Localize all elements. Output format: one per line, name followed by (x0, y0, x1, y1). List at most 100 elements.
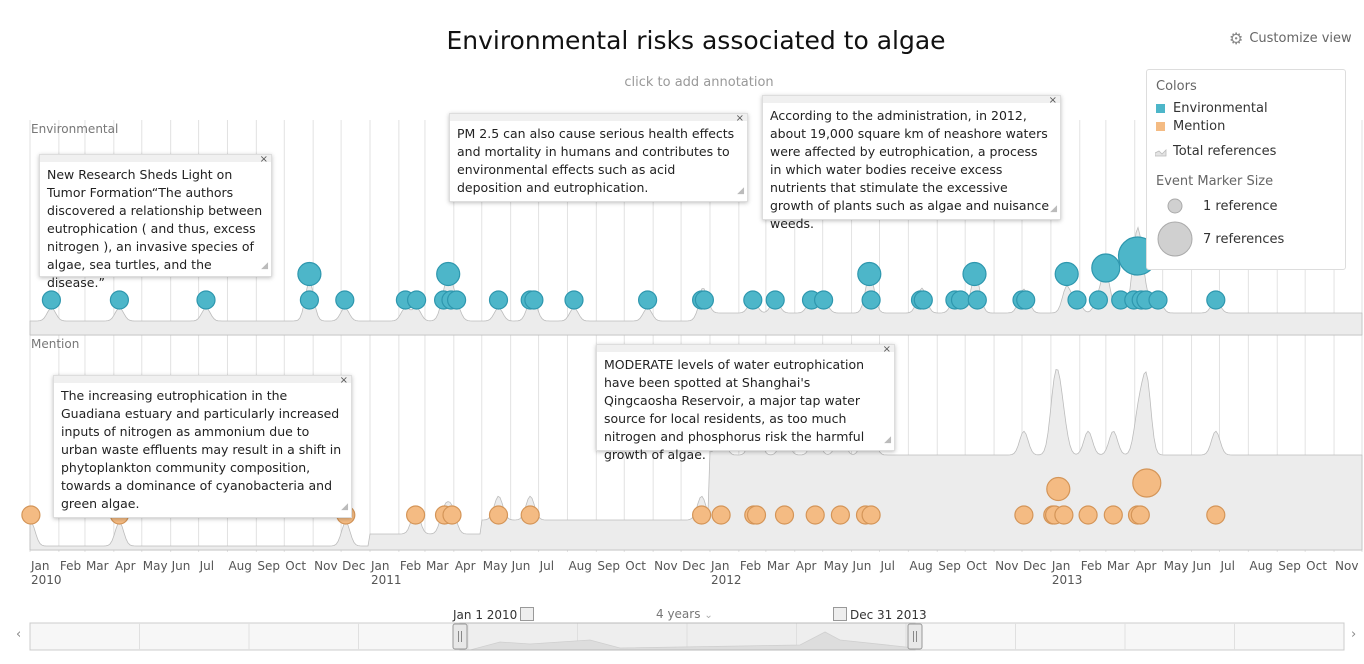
close-icon[interactable]: × (339, 375, 348, 386)
resize-grip-icon[interactable]: ◢ (737, 186, 744, 196)
year-tick-label: 2010 (31, 573, 62, 587)
event-marker-mention (1054, 505, 1074, 525)
event-marker-environmental (1206, 290, 1226, 310)
month-tick-label: Feb (400, 559, 421, 573)
annotation-pm25[interactable]: × PM 2.5 can also cause serious health e… (449, 113, 748, 202)
event-marker-mention (1130, 505, 1150, 525)
size-scale-icons (1157, 198, 1193, 257)
annotation-moderate[interactable]: × MODERATE levels of water eutrophicatio… (596, 344, 895, 462)
year-tick-label: 2012 (711, 573, 742, 587)
gear-icon: ⚙ (1229, 29, 1244, 48)
annotation-guadiana[interactable]: × The increasing eutrophication in the G… (53, 375, 352, 518)
month-tick-label: Jan (370, 559, 390, 573)
legend-label-environmental[interactable]: Environmental (1173, 101, 1268, 116)
range-start: Jan 1 2010 (453, 607, 537, 622)
event-marker-environmental (436, 261, 461, 287)
event-marker-environmental (967, 290, 987, 310)
calendar-icon[interactable] (833, 607, 847, 621)
month-tick-label: Feb (60, 559, 81, 573)
range-handle[interactable] (907, 623, 923, 650)
month-tick-label: Jul (539, 559, 554, 573)
legend: Colors Environmental Mention Total refer… (1146, 69, 1346, 270)
month-tick-label: Sep (938, 559, 961, 573)
event-marker-mention (746, 505, 767, 525)
event-marker-mention (1078, 505, 1098, 525)
month-tick-label: Apr (455, 559, 476, 573)
month-tick-label: Jan (710, 559, 730, 573)
close-icon[interactable]: × (1048, 95, 1057, 106)
event-marker-mention (488, 505, 509, 525)
month-tick-label: Oct (285, 559, 306, 573)
event-marker-environmental (109, 290, 130, 310)
range-span-select[interactable]: 4 years ⌄ (656, 607, 713, 621)
range-start-label: Jan 1 2010 (453, 608, 518, 622)
month-tick-label: Apr (1136, 559, 1157, 573)
chart-title: Environmental risks associated to algae (446, 26, 946, 55)
month-tick-label: Mar (426, 559, 449, 573)
month-tick-label: Sep (257, 559, 280, 573)
annotation-drag-bar[interactable] (763, 96, 1060, 103)
month-tick-label: Feb (740, 559, 761, 573)
lane-label-mention: Mention (31, 337, 79, 351)
annotation-drag-bar[interactable] (54, 376, 351, 383)
event-marker-environmental (564, 290, 584, 310)
area-icon (1155, 149, 1167, 157)
event-marker-environmental (637, 290, 658, 310)
calendar-icon[interactable] (520, 607, 535, 621)
event-marker-mention (805, 505, 825, 525)
event-marker-environmental (447, 290, 467, 310)
event-marker-environmental (488, 290, 509, 310)
annotation-administration[interactable]: × According to the administration, in 20… (762, 95, 1061, 231)
close-icon[interactable]: × (882, 344, 891, 355)
month-tick-label: Nov (654, 559, 677, 573)
annotation-text: MODERATE levels of water eutrophication … (604, 357, 865, 462)
month-tick-label: May (483, 559, 508, 573)
month-tick-label: Feb (1081, 559, 1102, 573)
event-marker-mention (774, 505, 795, 525)
annotation-tumor[interactable]: × New Research Sheds Light on Tumor Form… (39, 154, 272, 290)
legend-size-header: Event Marker Size (1156, 174, 1274, 189)
event-marker-mention (1103, 505, 1123, 525)
month-tick-label: May (824, 559, 849, 573)
month-tick-label: Mar (767, 559, 790, 573)
add-annotation-link[interactable]: click to add annotation (624, 75, 774, 90)
resize-grip-icon[interactable]: ◢ (261, 261, 268, 271)
legend-colors-header: Colors (1156, 79, 1197, 94)
scroll-left-icon[interactable]: ‹ (16, 627, 22, 642)
event-marker-environmental (1088, 290, 1109, 310)
close-icon[interactable]: × (735, 113, 744, 124)
month-tick-label: Sep (1278, 559, 1301, 573)
annotation-drag-bar[interactable] (40, 155, 271, 162)
close-icon[interactable]: × (259, 154, 268, 165)
legend-label-mention[interactable]: Mention (1173, 119, 1226, 134)
resize-grip-icon[interactable]: ◢ (341, 502, 348, 512)
scroll-right-icon[interactable]: › (1351, 627, 1357, 642)
month-tick-label: Jul (879, 559, 894, 573)
chevron-down-icon: ⌄ (704, 610, 713, 621)
annotation-drag-bar[interactable] (450, 114, 747, 121)
event-marker-environmental (1067, 290, 1087, 310)
event-marker-environmental (1016, 290, 1036, 310)
month-tick-label: Aug (1249, 559, 1272, 573)
month-tick-label: Jun (171, 559, 191, 573)
event-marker-environmental (1148, 290, 1168, 310)
customize-view-button[interactable]: ⚙ Customize view (1229, 29, 1352, 48)
month-tick-label: Dec (342, 559, 365, 573)
resize-grip-icon[interactable]: ◢ (1050, 204, 1057, 214)
resize-grip-icon[interactable]: ◢ (884, 435, 891, 445)
month-tick-label: Jan (30, 559, 50, 573)
event-marker-mention (520, 505, 540, 525)
event-marker-mention (406, 505, 426, 525)
month-tick-label: Jun (852, 559, 872, 573)
range-handle[interactable] (452, 623, 468, 650)
annotation-drag-bar[interactable] (597, 345, 894, 352)
overview-window[interactable] (459, 622, 916, 651)
legend-label-large: 7 references (1203, 232, 1285, 247)
legend-swatch-environmental (1156, 104, 1165, 113)
event-marker-environmental (950, 290, 971, 310)
year-tick-label: 2013 (1052, 573, 1083, 587)
event-marker-environmental (913, 290, 933, 310)
month-tick-label: Aug (568, 559, 591, 573)
event-marker-mention (830, 505, 851, 525)
legend-label-total[interactable]: Total references (1173, 144, 1277, 159)
